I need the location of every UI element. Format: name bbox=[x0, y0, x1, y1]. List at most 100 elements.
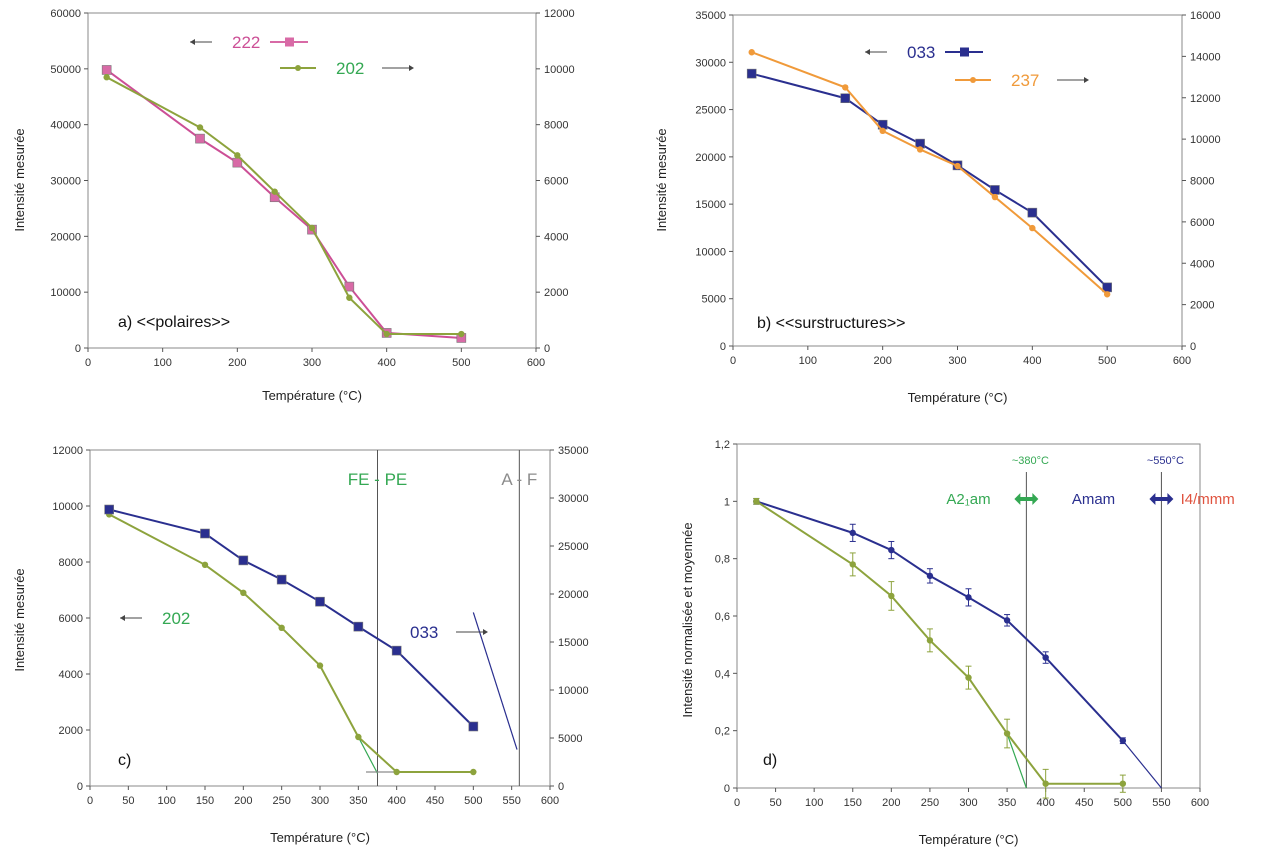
y2-tick-label: 4000 bbox=[544, 231, 568, 243]
legend-label: 222 bbox=[232, 33, 260, 52]
legend-marker bbox=[960, 47, 969, 57]
panel-label: b) <<surstructures>> bbox=[757, 315, 906, 332]
y-tick-label: 20000 bbox=[50, 231, 81, 243]
x-tick-label: 150 bbox=[844, 797, 862, 809]
y2-tick-label: 12000 bbox=[544, 8, 575, 20]
arrow-head-icon bbox=[1032, 493, 1039, 505]
y-tick-label: 4000 bbox=[59, 669, 83, 681]
transition-label: A - F bbox=[501, 470, 537, 489]
x-tick-label: 500 bbox=[452, 357, 470, 369]
y2-tick-label: 10000 bbox=[544, 64, 575, 76]
phase-label: Amam bbox=[1072, 491, 1115, 508]
fit-line bbox=[357, 736, 379, 774]
arrow-head-icon bbox=[1014, 493, 1021, 505]
y2-tick-label: 2000 bbox=[1190, 300, 1214, 312]
series-202 bbox=[103, 74, 465, 338]
x-tick-label: 0 bbox=[730, 355, 736, 367]
data-point bbox=[238, 555, 249, 566]
series-line bbox=[108, 513, 474, 773]
y2-tick-label: 4000 bbox=[1190, 258, 1214, 270]
y-tick-label: 35000 bbox=[695, 10, 726, 22]
series-line bbox=[108, 508, 475, 728]
y-tick-label: 30000 bbox=[695, 57, 726, 69]
arrow-head-icon bbox=[865, 49, 870, 55]
x-tick-label: 300 bbox=[948, 355, 966, 367]
data-point bbox=[1119, 780, 1127, 787]
y-axis-label: Intensité mesurée bbox=[12, 568, 27, 671]
x-tick-label: 350 bbox=[998, 797, 1016, 809]
y2-tick-label: 8000 bbox=[1190, 176, 1214, 188]
arrow-head-icon bbox=[1149, 493, 1156, 505]
legend-label: 033 bbox=[410, 623, 438, 642]
x-tick-label: 200 bbox=[873, 355, 891, 367]
y-tick-label: 12000 bbox=[52, 445, 83, 457]
x-tick-label: 50 bbox=[122, 795, 134, 807]
x-tick-label: 100 bbox=[153, 357, 171, 369]
data-point bbox=[195, 133, 205, 144]
y2-tick-label: 30000 bbox=[558, 493, 589, 505]
legend-label: 202 bbox=[336, 59, 364, 78]
arrow-head-icon bbox=[409, 65, 414, 71]
transition-label: ~380°C bbox=[1012, 455, 1049, 467]
y-tick-label: 25000 bbox=[695, 105, 726, 117]
y-tick-label: 60000 bbox=[50, 8, 81, 20]
series-033 bbox=[104, 504, 479, 732]
x-tick-label: 250 bbox=[272, 795, 290, 807]
y2-tick-label: 20000 bbox=[558, 589, 589, 601]
panel-label: c) bbox=[118, 752, 131, 769]
data-point bbox=[842, 84, 849, 91]
x-tick-label: 400 bbox=[377, 357, 395, 369]
data-point bbox=[470, 768, 477, 776]
arrow-head-icon bbox=[483, 629, 488, 635]
data-point bbox=[308, 224, 316, 232]
arrow-head-icon bbox=[190, 39, 195, 45]
transition-label: ~550°C bbox=[1147, 455, 1184, 467]
data-point bbox=[201, 561, 209, 568]
chart-panel-b: 0 100 200 300 400 500 600050001000015000200002… bbox=[654, 10, 1221, 405]
y-tick-label: 0 bbox=[75, 343, 81, 355]
x-tick-label: 450 bbox=[1075, 797, 1093, 809]
x-tick-label: 500 bbox=[1114, 797, 1132, 809]
plot-area bbox=[732, 14, 1183, 347]
y-axis-label: Intensité mesurée bbox=[654, 128, 669, 231]
x-tick-label: 400 bbox=[1036, 797, 1054, 809]
data-point bbox=[926, 572, 934, 580]
legend-entry: 202 bbox=[120, 609, 190, 628]
series-s1 bbox=[753, 497, 1127, 799]
y-tick-label: 0,4 bbox=[715, 668, 730, 680]
y2-tick-label: 16000 bbox=[1190, 10, 1221, 22]
data-point bbox=[1042, 780, 1049, 787]
x-axis-label: Température (°C) bbox=[919, 832, 1019, 847]
data-point bbox=[965, 594, 972, 601]
x-axis-label: Température (°C) bbox=[908, 390, 1008, 405]
y2-tick-label: 12000 bbox=[1190, 93, 1221, 105]
data-point bbox=[1027, 207, 1038, 218]
panel-label: d) bbox=[763, 752, 777, 769]
y-tick-label: 8000 bbox=[59, 557, 83, 569]
x-tick-label: 0 bbox=[87, 795, 93, 807]
x-tick-label: 550 bbox=[1152, 797, 1170, 809]
x-tick-label: 600 bbox=[1191, 797, 1209, 809]
data-point bbox=[383, 330, 390, 338]
legend-label: 202 bbox=[162, 609, 190, 628]
data-point bbox=[391, 645, 402, 656]
x-tick-label: 300 bbox=[959, 797, 977, 809]
y2-tick-label: 0 bbox=[558, 781, 564, 793]
data-point bbox=[888, 546, 895, 554]
legend-marker bbox=[295, 65, 301, 71]
y-tick-label: 5000 bbox=[702, 294, 726, 306]
x-tick-label: 0 bbox=[734, 797, 740, 809]
data-point bbox=[748, 49, 755, 56]
data-point bbox=[926, 637, 934, 644]
y2-tick-label: 0 bbox=[1190, 341, 1196, 353]
data-point bbox=[271, 188, 278, 195]
y2-tick-label: 0 bbox=[544, 343, 550, 355]
x-tick-label: 600 bbox=[1173, 355, 1191, 367]
y-tick-label: 50000 bbox=[50, 64, 81, 76]
data-point bbox=[393, 768, 400, 776]
y2-tick-label: 25000 bbox=[558, 541, 589, 553]
y-tick-label: 2000 bbox=[59, 725, 83, 737]
data-point bbox=[746, 68, 757, 79]
